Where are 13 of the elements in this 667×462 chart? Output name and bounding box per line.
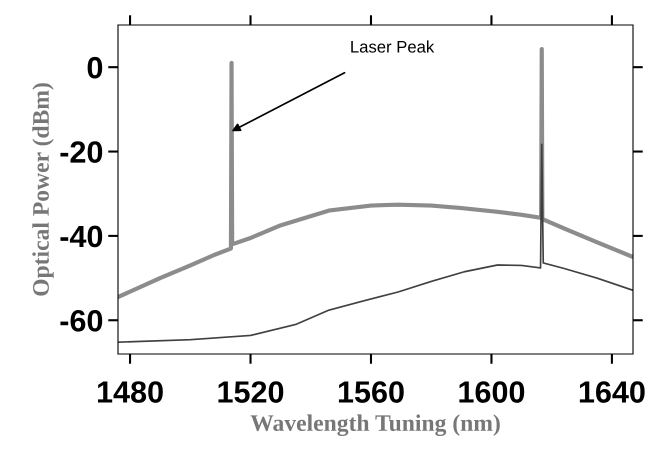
y-tick-label: -40 [60, 226, 102, 248]
line-series [118, 144, 633, 344]
y-tick-label: 0 [88, 56, 102, 79]
x-tick-label: 1640 [580, 381, 645, 403]
x-tick-label: 1520 [218, 381, 284, 403]
x-tick-label: 1600 [459, 381, 524, 403]
x-tick-label: 1560 [338, 381, 404, 403]
y-axis-title: Optical Power (dBm) [32, 83, 54, 296]
annotation: Laser Peak [351, 40, 434, 53]
y-tick-label: -60 [60, 310, 102, 332]
x-axis-title: Wavelength Tuning (nm) [250, 414, 500, 436]
y-tick-label: -20 [60, 141, 102, 163]
x-tick-label: 1480 [98, 381, 163, 403]
